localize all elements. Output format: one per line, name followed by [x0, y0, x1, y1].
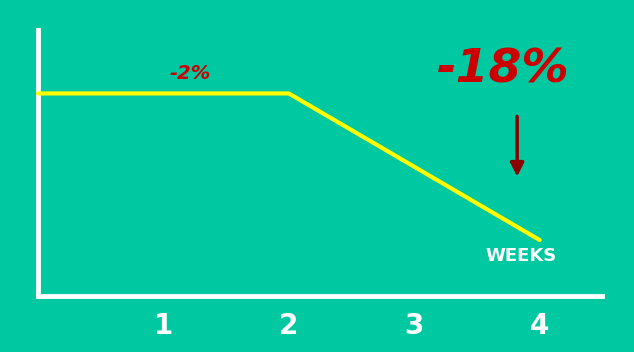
Text: -2%: -2% [170, 64, 211, 83]
Text: -18%: -18% [437, 48, 569, 93]
Text: WEEKS: WEEKS [485, 247, 557, 265]
